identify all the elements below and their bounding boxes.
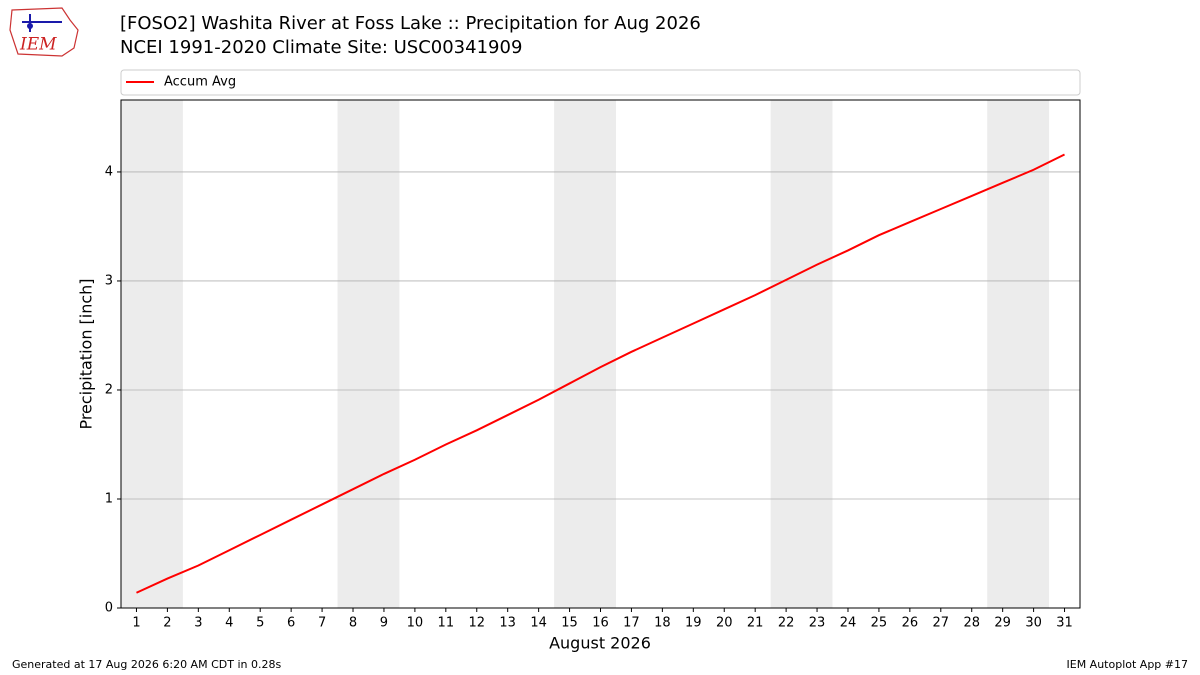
x-tick-label: 21 — [747, 616, 764, 631]
x-tick-label: 4 — [225, 616, 233, 631]
weekend-shade — [770, 100, 833, 608]
x-tick-label: 3 — [194, 616, 202, 631]
x-tick-label: 30 — [1025, 616, 1042, 631]
data-line — [136, 153, 1065, 594]
x-tick-label: 29 — [994, 616, 1011, 631]
weekend-shade — [554, 100, 616, 608]
x-tick-label: 23 — [809, 616, 826, 631]
y-tick-label: 1 — [105, 491, 113, 506]
x-tick-label: 10 — [407, 616, 424, 631]
x-tick-label: 11 — [438, 616, 455, 631]
x-axis-label: August 2026 — [549, 634, 651, 653]
x-tick-label: 16 — [592, 616, 609, 631]
x-tick-label: 28 — [963, 616, 980, 631]
logo-text: IEM — [19, 35, 57, 55]
x-tick-label: 8 — [349, 616, 357, 631]
x-tick-label: 25 — [871, 616, 888, 631]
footer-right: IEM Autoplot App #17 — [1067, 658, 1189, 671]
legend-label: Accum Avg — [164, 75, 236, 90]
x-tick-label: 24 — [840, 616, 857, 631]
x-tick-label: 5 — [256, 616, 264, 631]
y-axis-label: Precipitation [inch] — [77, 278, 96, 429]
logo: IEM — [9, 7, 79, 57]
x-tick-label: 13 — [499, 616, 516, 631]
y-tick-label: 0 — [105, 601, 113, 616]
x-tick-label: 17 — [623, 616, 640, 631]
y-tick-label: 3 — [105, 273, 113, 288]
legend-box — [120, 69, 1081, 96]
x-tick-label: 15 — [561, 616, 578, 631]
y-tick-label: 2 — [105, 382, 113, 397]
x-tick-label: 27 — [933, 616, 950, 631]
x-tick-label: 26 — [902, 616, 919, 631]
footer-left: Generated at 17 Aug 2026 6:20 AM CDT in … — [12, 658, 281, 671]
x-tick-label: 20 — [716, 616, 733, 631]
x-tick-label: 9 — [380, 616, 388, 631]
x-tick-label: 6 — [287, 616, 295, 631]
x-tick-label: 31 — [1056, 616, 1073, 631]
x-tick-label: 12 — [468, 616, 485, 631]
x-tick-label: 14 — [530, 616, 547, 631]
x-tick-label: 22 — [778, 616, 795, 631]
x-tick-label: 2 — [163, 616, 171, 631]
weekend-shade — [121, 100, 183, 608]
x-tick-label: 19 — [685, 616, 702, 631]
x-tick-label: 7 — [318, 616, 326, 631]
x-tick-label: 18 — [654, 616, 671, 631]
chart-subtitle: NCEI 1991-2020 Climate Site: USC00341909 — [120, 37, 522, 58]
plot-frame — [120, 99, 1081, 609]
x-tick-label: 1 — [132, 616, 140, 631]
chart-title: [FOSO2] Washita River at Foss Lake :: Pr… — [120, 13, 701, 34]
weekend-shade — [337, 100, 400, 608]
y-tick-label: 4 — [105, 164, 113, 179]
